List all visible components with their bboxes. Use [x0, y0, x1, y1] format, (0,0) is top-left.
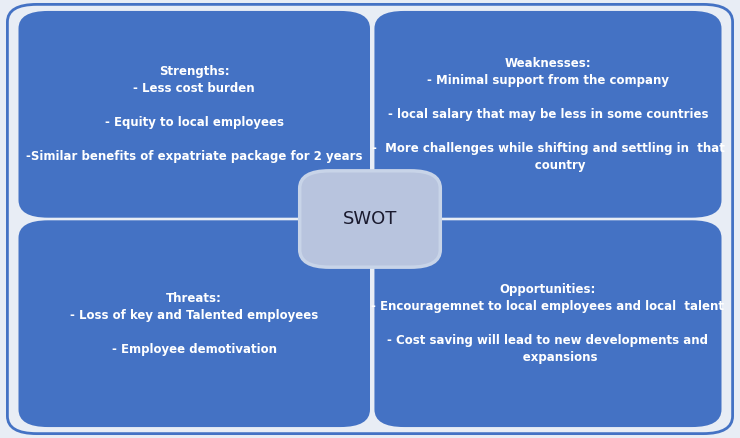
FancyBboxPatch shape: [7, 4, 733, 434]
Text: Weaknesses:
- Minimal support from the company

- local salary that may be less : Weaknesses: - Minimal support from the c…: [371, 57, 724, 172]
FancyBboxPatch shape: [18, 11, 370, 218]
FancyBboxPatch shape: [18, 220, 370, 427]
Text: SWOT: SWOT: [343, 210, 397, 228]
Text: Strengths:
- Less cost burden

- Equity to local employees

-Similar benefits of: Strengths: - Less cost burden - Equity t…: [26, 65, 363, 163]
FancyBboxPatch shape: [374, 220, 722, 427]
FancyBboxPatch shape: [300, 171, 440, 267]
FancyBboxPatch shape: [374, 11, 722, 218]
Text: Opportunities:
- Encouragemnet to local employees and local  talent

- Cost savi: Opportunities: - Encouragemnet to local …: [371, 283, 724, 364]
Text: Threats:
- Loss of key and Talented employees

- Employee demotivation: Threats: - Loss of key and Talented empl…: [70, 292, 318, 356]
